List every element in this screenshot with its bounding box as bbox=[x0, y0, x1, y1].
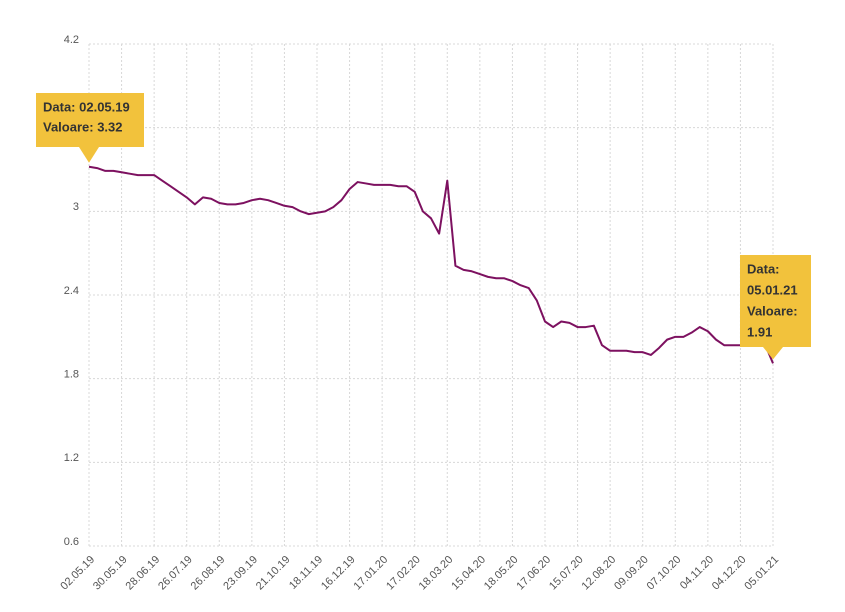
x-tick-label: 15.07.20 bbox=[547, 554, 586, 593]
x-tick-label: 05.01.21 bbox=[742, 554, 781, 593]
tooltip-text: Valoare: bbox=[747, 303, 798, 318]
x-tick-label: 17.02.20 bbox=[384, 554, 423, 593]
x-tick-label: 17.01.20 bbox=[352, 554, 391, 593]
x-tick-label: 16.12.19 bbox=[319, 554, 358, 593]
x-tick-label: 28.06.19 bbox=[124, 554, 163, 593]
y-tick-label: 4.2 bbox=[64, 34, 79, 46]
y-tick-label: 2.4 bbox=[64, 285, 79, 297]
tooltip-text: Valoare: 3.32 bbox=[43, 119, 123, 134]
x-tick-label: 18.03.20 bbox=[417, 554, 456, 593]
x-tick-label: 30.05.19 bbox=[91, 554, 130, 593]
tooltip-text: Data: bbox=[747, 261, 780, 276]
x-tick-label: 07.10.20 bbox=[645, 554, 684, 593]
x-tick-label: 18.11.19 bbox=[287, 554, 325, 592]
x-tick-label: 21.10.19 bbox=[254, 554, 293, 593]
x-tick-label: 04.11.20 bbox=[678, 554, 716, 592]
x-tick-label: 26.08.19 bbox=[189, 554, 228, 593]
x-tick-label: 15.04.20 bbox=[449, 554, 488, 593]
tooltip-text: 05.01.21 bbox=[747, 282, 798, 297]
line bbox=[88, 165, 774, 364]
tooltip-text: Data: 02.05.19 bbox=[43, 99, 130, 114]
y-tick-label: 0.6 bbox=[64, 536, 79, 548]
tooltip-box bbox=[740, 255, 811, 347]
x-tick-label: 17.06.20 bbox=[514, 554, 553, 593]
y-tick-label: 1.8 bbox=[64, 369, 79, 381]
y-tick-label: 3 bbox=[73, 201, 79, 213]
tooltip: Data: 02.05.19 Valoare: 3.32 bbox=[36, 93, 144, 163]
x-tick-label: 12.08.20 bbox=[580, 554, 619, 593]
x-tick-label: 09.09.20 bbox=[612, 554, 651, 593]
tooltip: Data: 05.01.21 Valoare: 1.91 bbox=[740, 255, 811, 360]
x-tick-label: 04.12.20 bbox=[710, 554, 749, 593]
tooltip-pointer bbox=[79, 147, 99, 163]
x-tick-label: 26.07.19 bbox=[156, 554, 195, 593]
tooltip-box bbox=[36, 93, 144, 147]
tooltip-pointer bbox=[763, 347, 783, 360]
x-tick-label: 23.09.19 bbox=[221, 554, 260, 593]
tooltip-text: 1.91 bbox=[747, 324, 772, 339]
x-tick-label: 02.05.19 bbox=[58, 554, 97, 593]
y-tick-label: 1.2 bbox=[64, 452, 79, 464]
x-tick-label: 18.05.20 bbox=[482, 554, 521, 593]
